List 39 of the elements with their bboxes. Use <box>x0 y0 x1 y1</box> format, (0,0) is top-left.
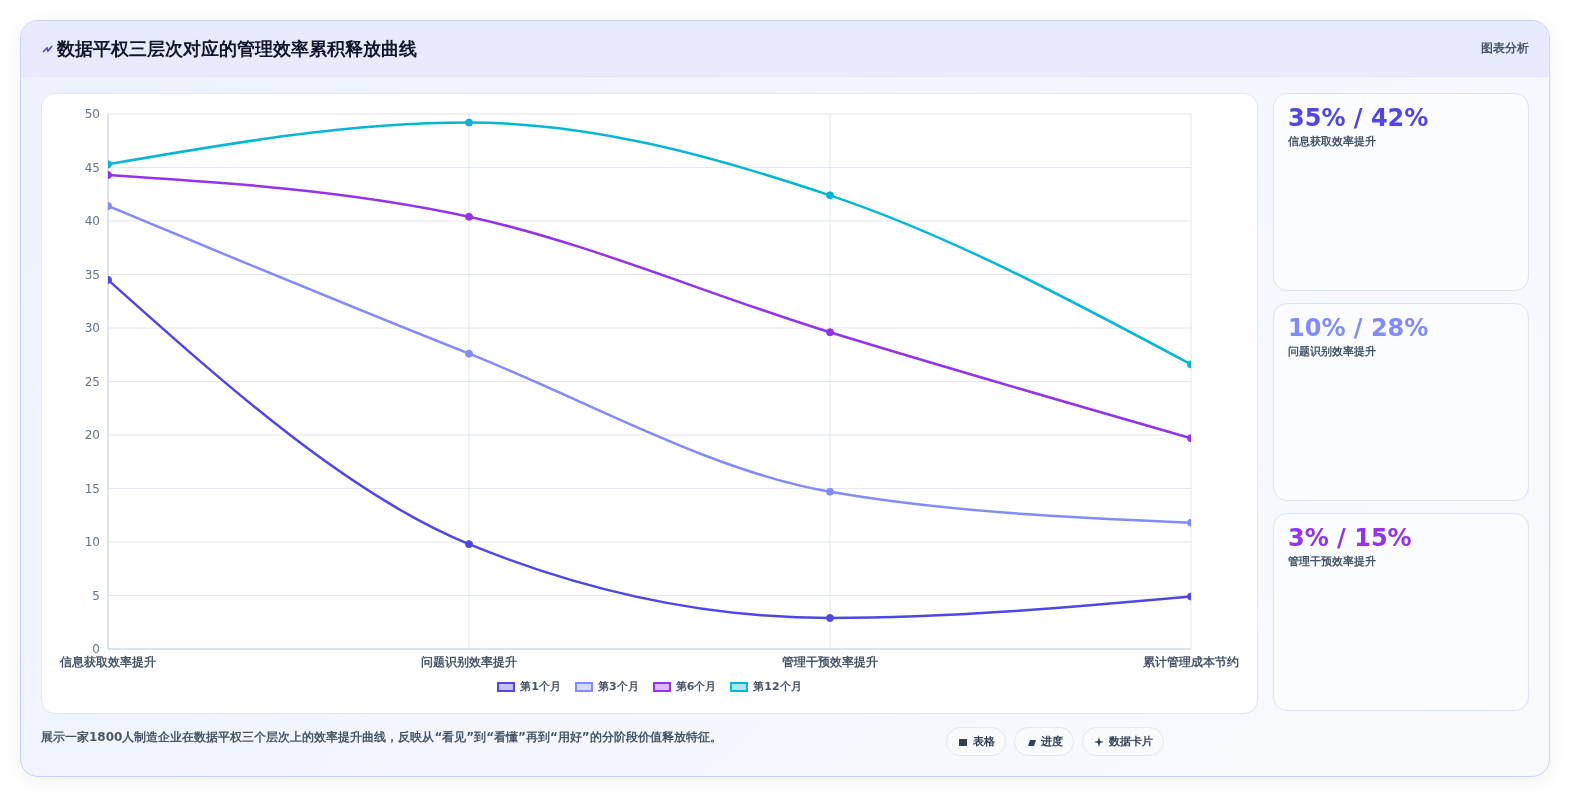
text: 35% / 42% <box>1288 104 1430 132</box>
y-tick-label: 15 <box>84 481 100 496</box>
y-tick-label: 35 <box>84 267 100 282</box>
y-tick-label: 45 <box>84 160 100 175</box>
text: 图表分析 <box>1481 40 1529 57</box>
legend-label: 第12个月 <box>752 679 802 694</box>
text: 数据卡片 <box>1082 727 1164 756</box>
legend-label: 第6个月 <box>674 679 717 694</box>
point <box>826 613 834 622</box>
y-tick-label: 20 <box>84 428 100 443</box>
text: 信息获取效率提升 <box>1288 134 1377 149</box>
y-tick-label: 25 <box>84 374 100 389</box>
chart-title: 数据平权三层次对应的管理效率累积释放曲线 <box>56 36 417 61</box>
point <box>465 118 473 127</box>
text: 表格 <box>946 727 1006 756</box>
y-tick-label: 50 <box>84 107 100 122</box>
text: 管理干预效率提升 <box>1288 554 1377 569</box>
y-tick-label: 30 <box>84 321 100 336</box>
legend-label: 第3个月 <box>597 679 639 694</box>
text: 3% / 15% <box>1288 524 1413 552</box>
point <box>465 349 473 358</box>
text: 进度 <box>1014 727 1074 756</box>
x-tick-label: 累计管理成本节约 <box>1142 654 1239 669</box>
text: 展示一家1800人制造企业在数据平权三个层次上的效率提升曲线，反映从“看见”到“看懂”再到“用好”的分阶段价值释放特征。 <box>41 729 722 746</box>
x-tick-label: 信息获取效率提升 <box>59 654 156 669</box>
legend-label: 第1个月 <box>519 679 562 694</box>
y-tick-label: 5 <box>92 588 100 603</box>
point <box>826 487 834 496</box>
x-tick-label: 问题识别效率提升 <box>421 654 517 669</box>
y-tick-label: 10 <box>84 535 100 550</box>
y-tick-label: 40 <box>84 214 100 229</box>
point <box>465 540 473 549</box>
y-tick-label: 0 <box>92 642 100 657</box>
point <box>826 191 834 200</box>
x-tick-label: 管理干预效率提升 <box>781 654 878 669</box>
point <box>826 328 834 337</box>
text: 问题识别效率提升 <box>1288 344 1377 359</box>
point <box>465 212 473 221</box>
text: 10% / 28% <box>1288 314 1430 342</box>
